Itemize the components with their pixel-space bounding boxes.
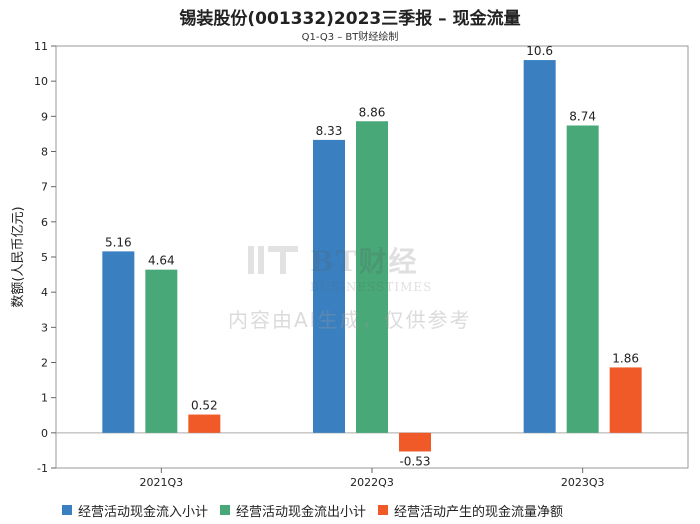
legend-label: 经营活动现金流入小计 [78, 504, 209, 520]
y-tick-label: 8 [41, 146, 48, 159]
data-label: 8.33 [316, 124, 343, 138]
data-label: 8.86 [359, 105, 386, 119]
bar [523, 60, 556, 433]
data-label: 0.52 [191, 399, 218, 413]
legend-swatch [378, 505, 389, 515]
data-label: 8.74 [569, 109, 596, 123]
y-tick-label: 1 [41, 392, 48, 405]
data-label: 10.6 [526, 44, 553, 58]
data-label: 5.16 [105, 235, 132, 249]
legend-label: 经营活动产生的现金流量净额 [394, 504, 564, 520]
y-tick-label: 9 [41, 110, 48, 123]
bar [145, 269, 178, 433]
legend-item: 经营活动现金流入小计 [62, 501, 208, 520]
y-tick-label: -1 [37, 462, 48, 475]
legend-item: 经营活动现金流出小计 [220, 501, 366, 520]
chart-legend: 经营活动现金流入小计 经营活动现金流出小计 经营活动产生的现金流量净额 [62, 500, 575, 520]
y-tick-label: 2 [41, 357, 48, 370]
bar [188, 414, 221, 433]
chart-title: 锡装股份(001332)2023三季报 – 现金流量 [179, 9, 521, 29]
legend-swatch [62, 505, 72, 515]
x-tick-label: 2022Q3 [350, 476, 394, 489]
y-tick-label: 3 [41, 321, 48, 334]
bar [356, 121, 388, 433]
legend-swatch [220, 505, 231, 515]
bar [313, 139, 345, 433]
bar [609, 367, 642, 433]
y-tick-label: 7 [41, 181, 48, 194]
data-label: 1.86 [612, 351, 639, 365]
x-tick-label: 2023Q3 [561, 476, 605, 489]
y-tick-label: 6 [41, 216, 48, 229]
y-tick-label: 5 [41, 251, 48, 264]
y-tick-label: 0 [41, 427, 48, 440]
y-tick-label: 4 [41, 286, 48, 299]
chart-subtitle: Q1-Q3 – BT财经绘制 [301, 32, 399, 43]
y-axis-label: 数额(人民币亿元) [11, 206, 26, 307]
bar [102, 251, 135, 433]
bar [566, 125, 599, 433]
data-label: -0.53 [399, 454, 430, 468]
ai-notice-watermark: 内容由AI生成，仅供参考 [228, 308, 472, 332]
x-tick-label: 2021Q3 [140, 476, 184, 489]
legend-label: 经营活动现金流出小计 [236, 504, 367, 520]
data-label: 4.64 [148, 254, 175, 268]
y-tick-label: 11 [34, 40, 48, 53]
y-tick-label: 10 [34, 75, 48, 88]
bar [399, 432, 431, 452]
legend-item: 经营活动产生的现金流量净额 [378, 501, 563, 520]
